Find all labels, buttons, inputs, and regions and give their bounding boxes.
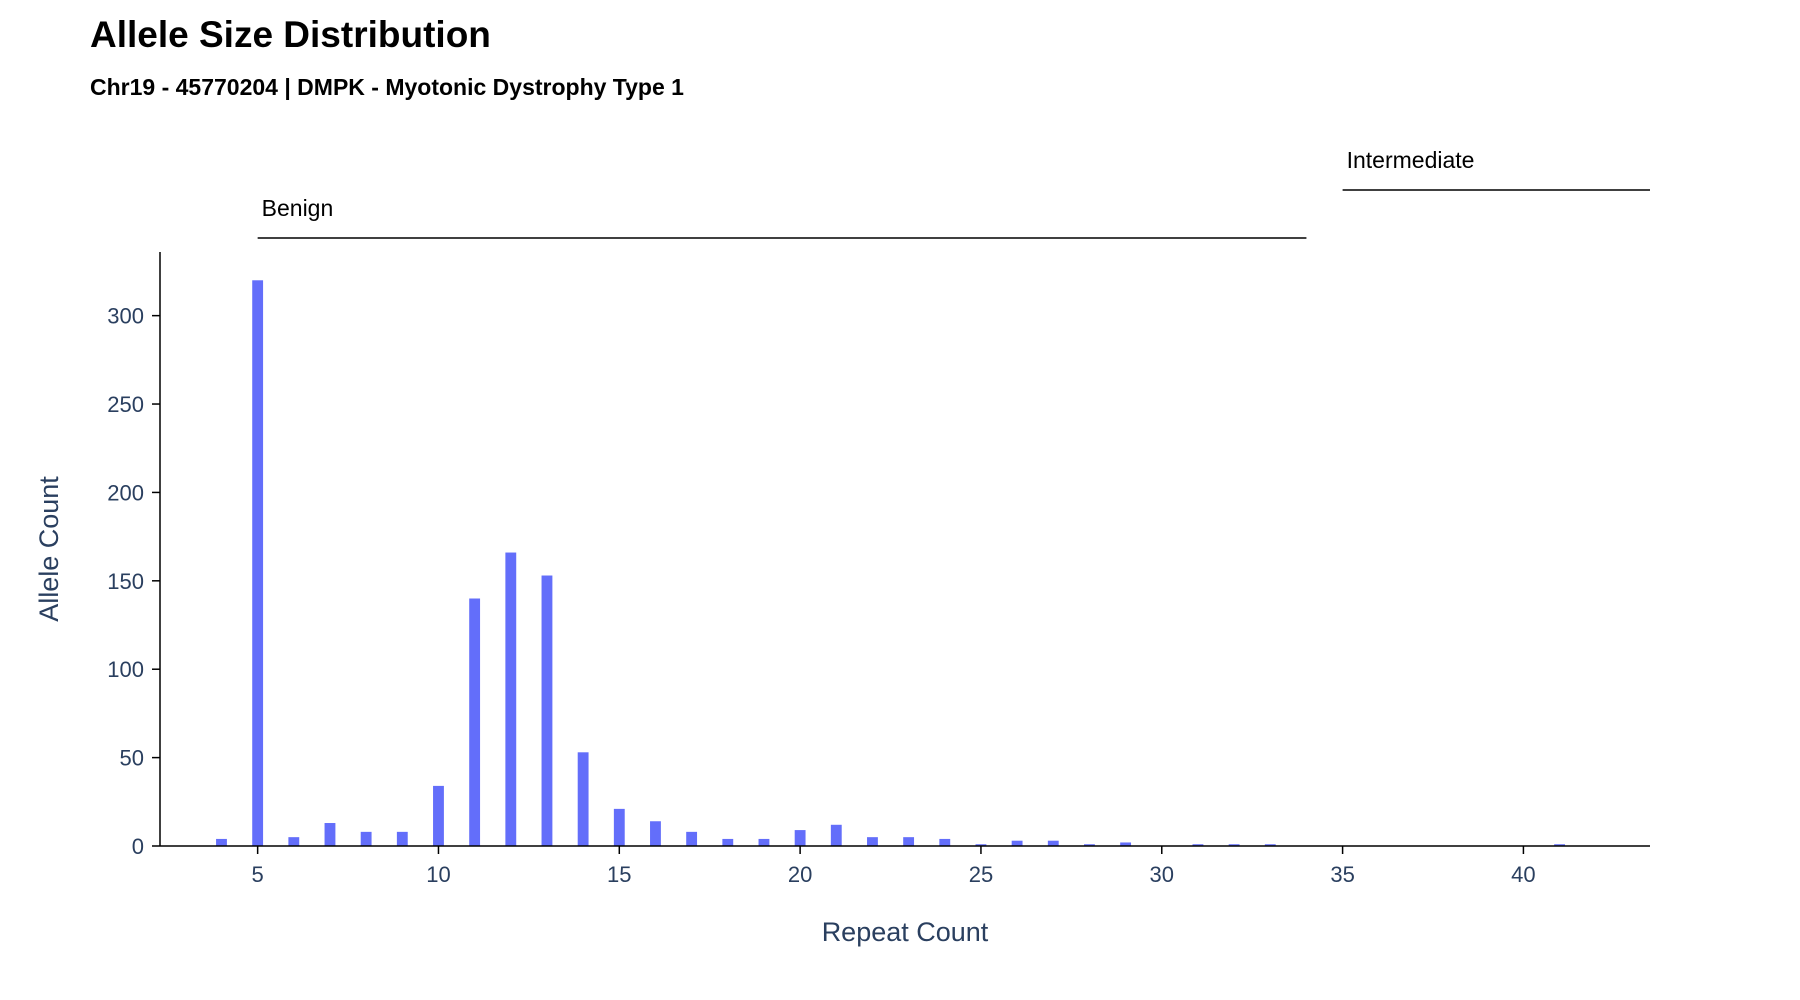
bar [1120,842,1132,846]
bar [794,830,806,846]
chart-title: Allele Size Distribution [90,14,491,55]
y-axis-title: Allele Count [34,476,64,622]
x-tick-label: 25 [969,862,993,887]
bar [505,552,517,846]
bar [324,823,336,846]
y-tick-label: 50 [120,746,144,771]
y-axis-ticks: 0 50 100 150 200 250 300 [107,304,160,859]
x-tick-label: 5 [252,862,264,887]
x-axis-title: Repeat Count [822,917,989,947]
y-tick-label: 100 [107,657,144,682]
x-tick-label: 40 [1511,862,1535,887]
bar [1228,844,1240,846]
bar [758,838,770,846]
bar [686,831,698,846]
bar [613,808,625,846]
bar [433,785,444,846]
x-tick-label: 30 [1150,862,1174,887]
bar [252,280,264,846]
x-tick-label: 35 [1330,862,1354,887]
bar [577,752,589,846]
bar [1011,840,1023,846]
bar [360,831,372,846]
y-tick-label: 200 [107,480,144,505]
bar [1192,844,1204,846]
bar [541,575,553,846]
y-tick-label: 0 [132,834,144,859]
bar [1047,840,1059,846]
bar [1084,844,1095,846]
bar [939,838,951,846]
bar [975,844,987,846]
region-annotations: Benign Intermediate [257,147,1650,239]
bar [722,838,734,846]
x-tick-label: 20 [788,862,812,887]
bar [469,598,481,846]
bar [216,838,227,846]
bar [867,837,878,846]
bar-series [216,280,1566,846]
x-axis-ticks: 5 10 15 20 25 30 35 40 [252,846,1536,887]
y-tick-label: 250 [107,392,144,417]
y-tick-label: 150 [107,569,144,594]
bar [1264,844,1276,846]
bar [650,821,661,846]
bar [396,831,408,846]
x-tick-label: 15 [607,862,631,887]
bar [288,837,300,846]
bar [903,837,915,846]
bar [1554,844,1566,846]
region-label: Intermediate [1347,147,1475,173]
region-label: Benign [262,195,334,221]
x-tick-label: 10 [426,862,450,887]
chart-subtitle: Chr19 - 45770204 | DMPK - Myotonic Dystr… [90,74,684,100]
y-tick-label: 300 [107,304,144,329]
bar [830,824,842,846]
